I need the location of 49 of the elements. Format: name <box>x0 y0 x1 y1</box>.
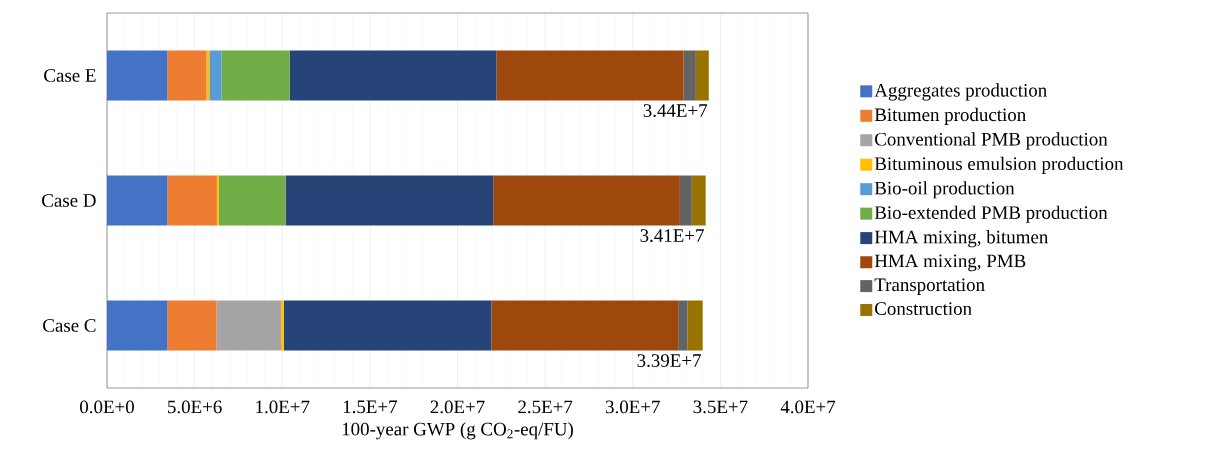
bar <box>281 300 284 351</box>
bar <box>167 300 217 351</box>
legend-label: Transportation <box>874 278 985 295</box>
bar <box>216 300 282 351</box>
bar <box>683 50 696 101</box>
x-tick-label: 3.5E+7 <box>693 400 748 414</box>
total-label: 3.41E+7 <box>640 229 704 242</box>
bar <box>493 175 680 226</box>
legend-label: Bituminous emulsion production <box>874 156 1124 174</box>
x-tick-label: 1.0E+7 <box>256 400 310 414</box>
y-tick-label: Case D <box>42 194 96 207</box>
legend-label: Bitumen production <box>874 107 1026 125</box>
total-label: 3.44E+7 <box>643 104 708 117</box>
bar <box>218 175 286 226</box>
legend-label: HMA mixing, PMB <box>874 254 1026 272</box>
y-tick-label: Case E <box>44 69 96 82</box>
bar <box>679 175 692 226</box>
bar <box>167 175 217 226</box>
bar <box>283 300 492 351</box>
x-tick-label: 2.5E+7 <box>518 400 573 414</box>
bar <box>209 50 222 101</box>
x-tick-label: 5.0E+6 <box>168 400 222 414</box>
bar <box>167 50 207 101</box>
x-tick-label: 4.0E+7 <box>780 400 836 414</box>
bar <box>687 300 703 351</box>
x-axis-title: 100-year GWP (g CO$_{2}$-eq/FU) <box>342 422 573 440</box>
bar <box>695 50 709 101</box>
bar <box>289 50 497 101</box>
x-tick-label: 0.0E+0 <box>80 400 134 414</box>
bar <box>691 175 706 226</box>
legend-label: Construction <box>875 302 972 315</box>
legend-label: HMA mixing, bitumen <box>874 230 1049 248</box>
bar <box>285 175 494 226</box>
bar <box>107 50 168 101</box>
legend-label: Bio-extended PMB production <box>874 205 1108 223</box>
bar <box>107 300 168 351</box>
x-tick-label: 1.5E+7 <box>343 400 398 414</box>
legend-label: Aggregates production <box>874 83 1047 101</box>
bar <box>678 300 688 351</box>
x-tick-label: 3.0E+7 <box>605 400 660 414</box>
x-tick-label: 2.0E+7 <box>430 400 485 414</box>
bar <box>491 300 679 351</box>
bar <box>107 175 168 226</box>
y-tick-label: Case C <box>43 319 96 332</box>
legend-label: Bio-oil production <box>874 181 1015 199</box>
bar <box>496 50 684 101</box>
bar <box>221 50 290 101</box>
total-label: 3.39E+7 <box>637 354 701 367</box>
legend-label: Conventional PMB production <box>875 132 1108 150</box>
